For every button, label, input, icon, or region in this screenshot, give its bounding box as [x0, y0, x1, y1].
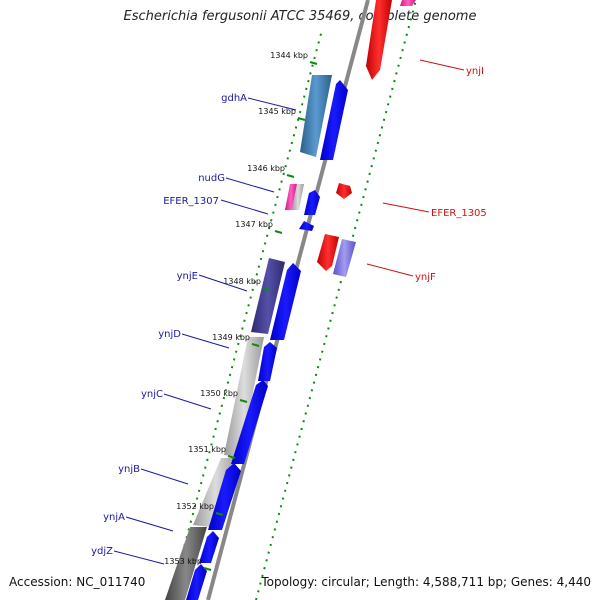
tick-mark	[203, 567, 212, 571]
gene-label-leader	[198, 274, 248, 292]
tick-mark	[286, 174, 295, 178]
reverse-gene-labels: ynjI EFER_1305 ynjF	[366, 59, 487, 283]
gene-label-leader	[366, 263, 414, 277]
gene-label-ydjz: ydjZ	[91, 546, 113, 557]
gene-label-leader	[163, 393, 212, 410]
feature-segment	[224, 337, 264, 457]
feature-segment	[165, 527, 207, 600]
forward-cds	[320, 80, 348, 160]
tick-label: 1344 kbp	[270, 51, 308, 60]
gene-label-leader	[220, 199, 269, 215]
forward-cds	[304, 190, 320, 215]
tick-label: 1353 kbp	[164, 557, 202, 566]
accession-text: Accession: NC_011740	[9, 575, 146, 589]
tick-label: 1351 kbp	[188, 445, 226, 454]
forward-cds-track	[186, 80, 348, 600]
reverse-cds-track	[317, 0, 416, 277]
gene-label-leader	[113, 550, 165, 565]
feature-segment	[251, 258, 285, 334]
gene-label-nudg: nudG	[198, 173, 225, 184]
scale-ticks: 1344 kbp 1345 kbp 1346 kbp 1347 kbp 1348 kbp…	[164, 51, 318, 571]
gene-label-ynjd: ynjD	[158, 329, 181, 340]
gene-label-efer-1305: EFER_1305	[431, 208, 487, 219]
gene-label-leader	[140, 468, 189, 485]
tick-label: 1347 kbp	[235, 220, 273, 229]
tick-label: 1348 kbp	[223, 277, 261, 286]
reverse-cds	[366, 0, 392, 80]
tick-mark	[215, 512, 224, 516]
gene-label-ynji: ynjI	[466, 66, 484, 77]
tick-label: 1350 kbp	[200, 389, 238, 398]
tick-mark	[262, 287, 271, 291]
feature-track	[165, 75, 332, 600]
reverse-cds	[336, 183, 352, 199]
forward-cds	[199, 531, 219, 563]
forward-cds	[231, 380, 268, 464]
reverse-cds	[317, 234, 339, 271]
forward-cds	[258, 342, 277, 381]
gene-label-ynje: ynjE	[177, 271, 198, 282]
tick-mark	[297, 117, 306, 121]
gene-label-ynjc: ynjC	[141, 389, 163, 400]
tick-mark	[251, 343, 260, 347]
gene-label-leader	[125, 516, 174, 532]
gene-label-efer-1307: EFER_1307	[163, 196, 219, 207]
tick-label: 1352 kbp	[176, 502, 214, 511]
gene-label-ynjb: ynjB	[118, 464, 140, 475]
reverse-cds	[400, 0, 416, 6]
tick-label: 1349 kbp	[212, 333, 250, 342]
forward-cds	[186, 564, 207, 600]
feature-segment	[333, 239, 356, 277]
gene-label-leader	[247, 97, 297, 111]
outer-tick-ring	[169, 29, 323, 600]
forward-gene-labels: gdhA nudG EFER_1307 ynjE ynjD ynjC ynjB ynjA ydj…	[91, 93, 297, 565]
gene-label-leader	[181, 333, 230, 349]
genome-summary-text: Topology: circular; Length: 4,588,711 bp…	[261, 575, 591, 589]
tick-label: 1345 kbp	[258, 107, 296, 116]
gene-label-leader	[382, 202, 430, 213]
tick-mark	[309, 61, 318, 65]
tick-mark	[227, 455, 236, 459]
tick-mark	[274, 230, 283, 234]
gene-label-leader	[419, 59, 465, 71]
gene-label-ynjf: ynjF	[415, 272, 436, 283]
gene-label-gdha: gdhA	[221, 93, 247, 104]
feature-segment	[285, 184, 297, 210]
gene-label-ynja: ynjA	[103, 512, 125, 523]
tick-mark	[239, 399, 248, 403]
feature-segment	[300, 75, 332, 157]
forward-cds	[270, 263, 301, 340]
forward-cds	[299, 221, 314, 231]
feature-segment	[292, 184, 304, 210]
tick-label: 1346 kbp	[247, 164, 285, 173]
gene-label-leader	[225, 177, 275, 193]
